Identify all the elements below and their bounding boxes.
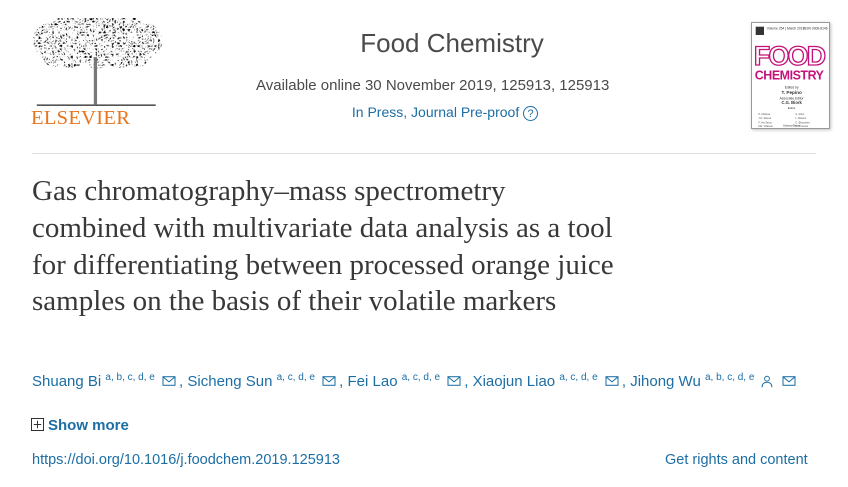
svg-text:FOOD: FOOD xyxy=(754,41,826,70)
